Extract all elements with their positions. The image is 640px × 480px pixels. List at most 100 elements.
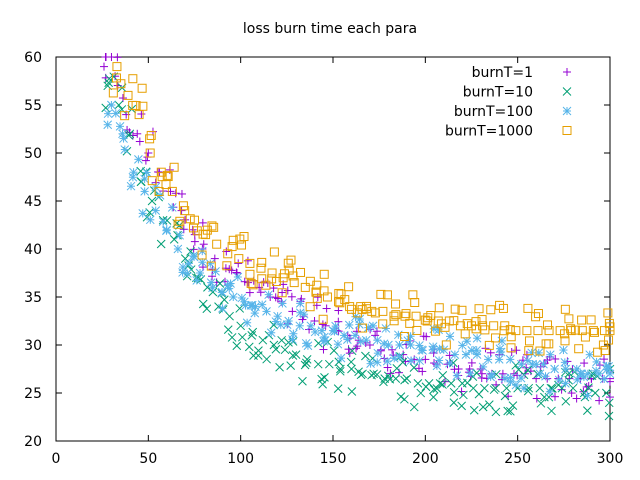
data-point [445, 351, 454, 360]
data-point [347, 364, 356, 374]
data-point [605, 369, 615, 379]
data-point [478, 362, 488, 372]
data-point [471, 324, 481, 334]
data-point [584, 383, 593, 392]
data-point [457, 341, 467, 350]
data-point [433, 316, 443, 326]
data-point [389, 311, 399, 321]
legend-label: burnT=10 [463, 85, 533, 101]
data-point [318, 314, 328, 324]
data-point [197, 257, 207, 267]
data-point [163, 172, 173, 182]
legend-label: burnT=1000 [445, 124, 533, 140]
data-point [344, 282, 354, 292]
x-tick-label: 300 [597, 451, 624, 467]
data-point [147, 176, 157, 186]
data-point [486, 372, 495, 382]
data-point [457, 387, 466, 396]
data-point [282, 320, 292, 330]
data-point [396, 392, 406, 401]
data-point [318, 379, 328, 389]
data-point [472, 333, 482, 343]
data-point [561, 396, 571, 406]
data-point [254, 346, 263, 355]
data-point [283, 286, 292, 295]
data-point [169, 162, 179, 172]
data-point [335, 298, 345, 308]
data-point [560, 336, 570, 346]
data-point [361, 335, 371, 345]
data-point [356, 302, 366, 312]
data-point [250, 308, 260, 318]
data-point [257, 300, 267, 310]
data-point [147, 196, 157, 206]
data-point [313, 359, 323, 369]
data-point [438, 380, 447, 389]
data-point [401, 309, 411, 319]
data-point [298, 315, 307, 324]
data-point [559, 345, 568, 355]
data-point [207, 221, 217, 231]
data-point [429, 392, 438, 402]
data-point [330, 327, 339, 336]
data-point [566, 324, 576, 334]
data-point [499, 326, 509, 336]
data-point [506, 406, 515, 416]
data-point [319, 286, 329, 296]
legend-marker [562, 126, 572, 135]
data-point [413, 379, 423, 388]
data-point [208, 283, 217, 293]
data-point [577, 326, 587, 336]
data-point [167, 203, 177, 212]
data-point [533, 309, 543, 319]
data-point [269, 340, 279, 350]
data-point [275, 362, 284, 372]
x-tick-label: 150 [320, 451, 347, 467]
data-point [182, 269, 192, 278]
data-point [379, 377, 388, 387]
data-point [394, 352, 404, 362]
data-point [421, 355, 430, 364]
legend-label: burnT=1 [472, 65, 533, 81]
data-point [457, 305, 467, 315]
data-point [560, 357, 570, 367]
data-point [388, 345, 397, 354]
data-point [577, 315, 587, 325]
data-point [103, 109, 113, 119]
data-point [169, 235, 179, 244]
data-point [372, 335, 382, 345]
data-point [593, 347, 603, 357]
data-point [300, 282, 310, 292]
data-point [381, 324, 391, 333]
data-point [567, 389, 576, 398]
data-point [460, 329, 470, 339]
data-point [329, 346, 339, 355]
data-point [137, 109, 146, 118]
data-point [237, 293, 247, 303]
data-point [583, 406, 592, 415]
y-tick-label: 30 [24, 338, 42, 354]
data-point [227, 266, 236, 275]
data-point [324, 359, 334, 369]
data-point [108, 88, 118, 98]
legend-marker [563, 68, 571, 76]
data-point [467, 358, 476, 367]
data-point [248, 280, 258, 290]
data-point [547, 406, 556, 416]
data-point [123, 90, 133, 100]
data-point [296, 267, 306, 277]
data-point [271, 293, 280, 302]
data-point [312, 280, 322, 290]
data-point [277, 335, 287, 345]
data-point [298, 376, 307, 386]
data-point [128, 131, 137, 140]
data-point [432, 384, 442, 393]
data-point [333, 339, 343, 349]
data-point [198, 218, 207, 227]
data-point [431, 326, 441, 336]
y-tick-label: 50 [24, 146, 42, 162]
data-point [259, 278, 268, 287]
data-point [334, 317, 343, 326]
data-point [234, 259, 243, 268]
data-point [352, 308, 362, 318]
